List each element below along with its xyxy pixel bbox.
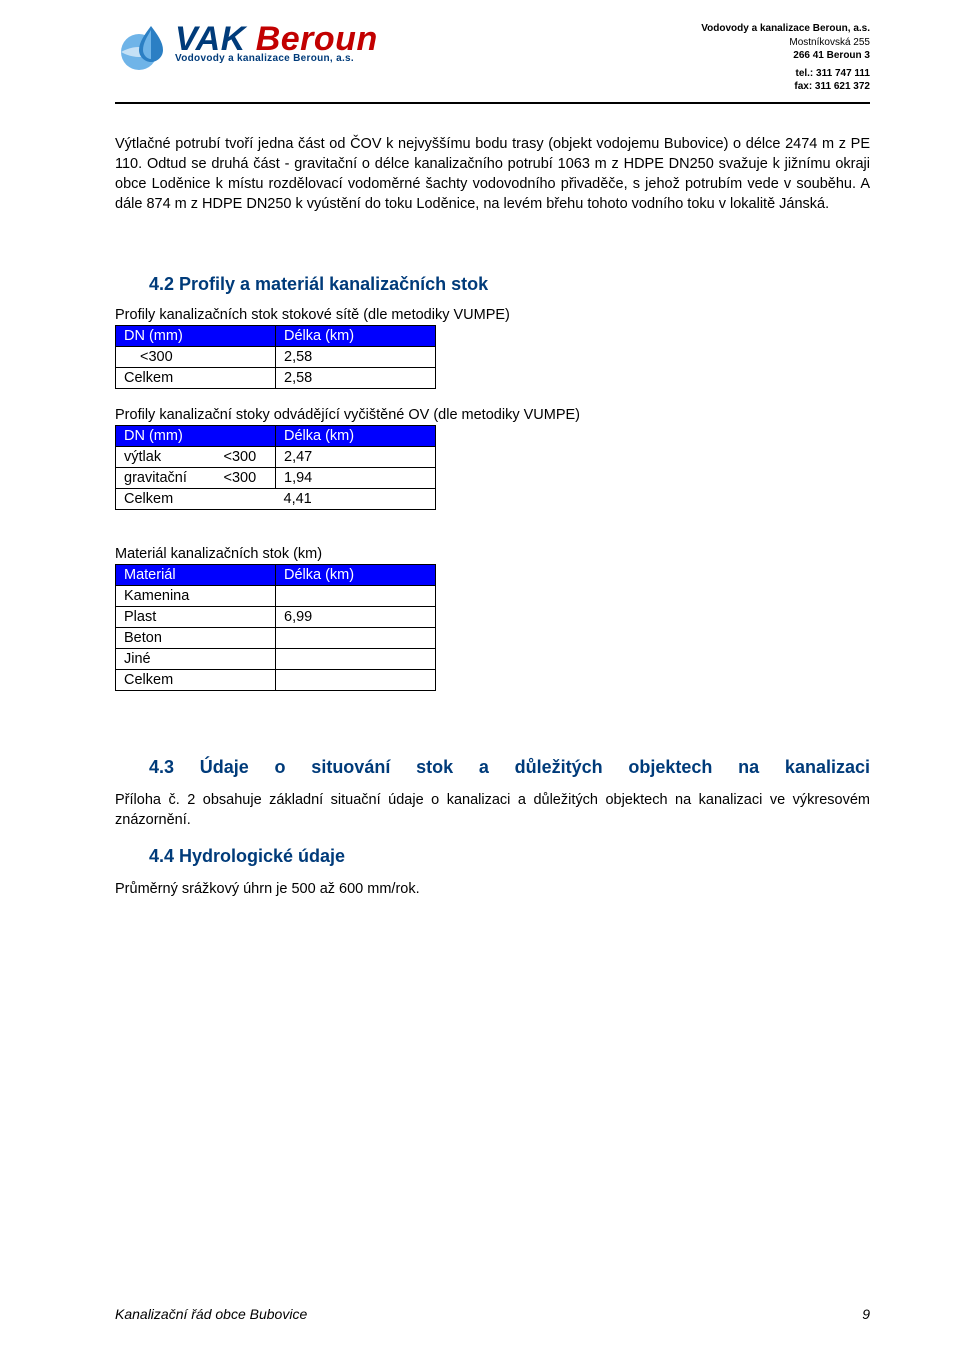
table-row: Celkem 2,58 <box>116 367 436 388</box>
table-row: Celkem <box>116 669 436 690</box>
table1-caption: Profily kanalizačních stok stokové sítě … <box>115 307 870 323</box>
table-row: Celkem 4,41 <box>116 488 436 509</box>
page-footer: Kanalizační řád obce Bubovice 9 <box>115 1306 870 1322</box>
t2-r3c1: Celkem <box>116 488 276 509</box>
table2-caption: Profily kanalizační stoky odvádějící vyč… <box>115 407 870 423</box>
t2-r1c1: výtlak <box>116 446 216 467</box>
t2-r2c3: 1,94 <box>276 467 436 488</box>
logo-block: VAK Beroun Vodovody a kanalizace Beroun,… <box>115 22 378 74</box>
t3-h2: Délka (km) <box>276 564 436 585</box>
heading-4-2: 4.2 Profily a materiál kanalizačních sto… <box>149 274 870 295</box>
t1-h2: Délka (km) <box>276 325 436 346</box>
t2-r1c3: 2,47 <box>276 446 436 467</box>
t3-r1c2 <box>276 585 436 606</box>
t2-r2c1: gravitační <box>116 467 216 488</box>
t3-r4c2 <box>276 648 436 669</box>
company-info: Vodovody a kanalizace Beroun, a.s. Mostn… <box>701 22 870 94</box>
logo-text: VAK Beroun Vodovody a kanalizace Beroun,… <box>175 22 378 64</box>
heading-4-4: 4.4 Hydrologické údaje <box>149 846 870 867</box>
table-row: výtlak <300 2,47 <box>116 446 436 467</box>
t1-r2c2: 2,58 <box>276 367 436 388</box>
intro-paragraph: Výtlačné potrubí tvoří jedna část od ČOV… <box>115 134 870 214</box>
table-row: <300 2,58 <box>116 346 436 367</box>
droplet-globe-icon <box>115 22 167 74</box>
table-profiles-ov: DN (mm) Délka (km) výtlak <300 2,47 grav… <box>115 425 436 510</box>
para-4-3: Příloha č. 2 obsahuje základní situační … <box>115 790 870 830</box>
page-number: 9 <box>862 1306 870 1322</box>
t3-r2c2: 6,99 <box>276 606 436 627</box>
company-name: Vodovody a kanalizace Beroun, a.s. <box>701 22 870 36</box>
page: VAK Beroun Vodovody a kanalizace Beroun,… <box>0 0 960 1354</box>
table-profiles-network: DN (mm) Délka (km) <300 2,58 Celkem 2,58 <box>115 325 436 389</box>
table-row: Kamenina <box>116 585 436 606</box>
heading-4-3: 4.3 Údaje o situování stok a důležitých … <box>149 757 870 778</box>
table-material: Materiál Délka (km) Kamenina Plast 6,99 … <box>115 564 436 691</box>
t2-r3c2: 4,41 <box>276 488 436 509</box>
table-row: Beton <box>116 627 436 648</box>
table-row: Jiné <box>116 648 436 669</box>
t3-r2c1: Plast <box>116 606 276 627</box>
table3-caption: Materiál kanalizačních stok (km) <box>115 546 870 562</box>
page-header: VAK Beroun Vodovody a kanalizace Beroun,… <box>115 22 870 94</box>
t1-r1c1: <300 <box>116 346 276 367</box>
header-rule <box>115 102 870 104</box>
t3-r3c1: Beton <box>116 627 276 648</box>
t3-r5c1: Celkem <box>116 669 276 690</box>
t3-h1: Materiál <box>116 564 276 585</box>
t1-r1c2: 2,58 <box>276 346 436 367</box>
t3-r1c1: Kamenina <box>116 585 276 606</box>
t2-r1c2: <300 <box>216 446 276 467</box>
t2-h2: Délka (km) <box>276 425 436 446</box>
t2-r2c2: <300 <box>216 467 276 488</box>
t1-h1: DN (mm) <box>116 325 276 346</box>
t3-r4c1: Jiné <box>116 648 276 669</box>
para-4-4: Průměrný srážkový úhrn je 500 až 600 mm/… <box>115 879 870 899</box>
t3-r3c2 <box>276 627 436 648</box>
company-fax: fax: 311 621 372 <box>701 80 870 94</box>
company-tel: tel.: 311 747 111 <box>701 67 870 81</box>
logo-subtitle: Vodovody a kanalizace Beroun, a.s. <box>175 54 378 64</box>
company-addr1: Mostníkovská 255 <box>701 36 870 50</box>
t3-r5c2 <box>276 669 436 690</box>
company-addr2: 266 41 Beroun 3 <box>701 49 870 63</box>
t1-r2c1: Celkem <box>116 367 276 388</box>
t2-h1: DN (mm) <box>116 425 276 446</box>
logo-main: VAK Beroun <box>175 22 378 56</box>
footer-title: Kanalizační řád obce Bubovice <box>115 1306 307 1322</box>
table-row: Plast 6,99 <box>116 606 436 627</box>
table-row: gravitační <300 1,94 <box>116 467 436 488</box>
